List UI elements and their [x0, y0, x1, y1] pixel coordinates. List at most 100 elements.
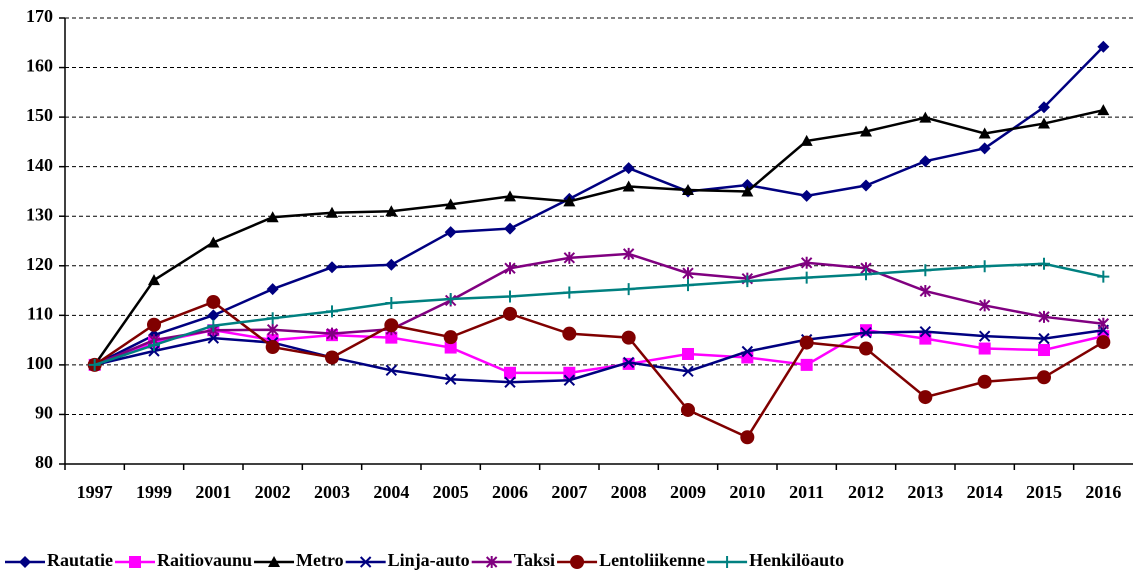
x-tick-label: 1997 — [77, 482, 113, 502]
marker — [977, 374, 992, 389]
marker — [800, 256, 813, 269]
marker — [622, 283, 635, 296]
marker — [919, 325, 932, 338]
marker — [682, 183, 694, 195]
legend-label: Taksi — [514, 550, 555, 570]
y-tick-label: 110 — [27, 303, 53, 323]
marker — [682, 279, 694, 292]
marker — [207, 236, 220, 248]
marker — [265, 340, 280, 355]
marker — [1038, 344, 1050, 357]
marker — [266, 312, 279, 325]
x-tick-label: 2009 — [670, 482, 706, 502]
x-tick-label: 2013 — [907, 482, 943, 502]
marker — [860, 326, 872, 339]
x-tick-label: 2010 — [729, 482, 765, 502]
y-tick-label: 140 — [26, 155, 53, 175]
marker — [385, 205, 398, 217]
marker — [682, 365, 694, 378]
marker — [1038, 117, 1050, 129]
marker — [800, 271, 813, 284]
marker — [266, 283, 279, 296]
marker — [978, 299, 991, 312]
marker — [563, 374, 576, 386]
marker — [800, 189, 813, 202]
marker — [1038, 310, 1050, 323]
x-tick-label: 2015 — [1026, 482, 1062, 502]
marker — [266, 211, 279, 223]
marker — [504, 290, 516, 303]
marker — [800, 134, 813, 146]
marker — [622, 356, 635, 369]
marker — [919, 332, 932, 345]
marker — [622, 162, 635, 175]
legend-label: Rautatie — [47, 550, 113, 570]
x-tick-label: 1999 — [136, 482, 172, 502]
y-tick-label: 150 — [26, 105, 53, 125]
x-tick-label: 2008 — [611, 482, 647, 502]
marker — [563, 251, 576, 264]
marker — [504, 262, 516, 275]
marker — [1038, 101, 1050, 114]
marker — [325, 350, 339, 365]
marker — [19, 556, 31, 568]
marker — [326, 206, 338, 218]
legend: Rautatie Raitiovaunu Metro Linja-auto Taksi L… — [5, 550, 844, 570]
marker — [1096, 335, 1111, 350]
marker — [919, 264, 932, 277]
legend-label: Lentoliikenne — [599, 550, 705, 570]
marker — [268, 556, 281, 567]
marker — [919, 285, 932, 298]
marker — [978, 330, 991, 342]
marker — [918, 390, 933, 405]
y-tick-label: 80 — [35, 452, 53, 472]
marker — [978, 342, 991, 355]
marker — [326, 327, 338, 340]
x-tick-label: 2003 — [314, 482, 350, 502]
x-tick-label: 2006 — [492, 482, 528, 502]
marker — [444, 341, 457, 354]
marker — [385, 296, 398, 309]
marker — [359, 556, 372, 568]
marker — [207, 309, 220, 322]
marker — [741, 345, 754, 358]
y-tick-label: 130 — [26, 204, 53, 224]
marker — [444, 373, 457, 385]
x-tick-label: 2001 — [195, 482, 231, 502]
marker — [860, 125, 872, 137]
marker — [621, 330, 636, 345]
x-tick-label: 2004 — [373, 482, 409, 502]
marker — [860, 268, 872, 281]
marker — [799, 335, 814, 350]
marker — [266, 323, 279, 336]
marker — [860, 179, 872, 192]
x-tick-label: 2016 — [1085, 482, 1121, 502]
marker — [622, 180, 635, 192]
series-line — [94, 252, 1104, 367]
marker — [919, 155, 932, 168]
legend-label: Metro — [296, 550, 344, 570]
series-line — [93, 108, 1104, 366]
marker — [978, 142, 991, 155]
series-line — [94, 45, 1105, 367]
marker — [741, 185, 754, 197]
marker — [148, 339, 160, 352]
marker — [1038, 257, 1050, 270]
marker — [622, 247, 635, 260]
marker — [444, 292, 457, 305]
y-tick-label: 100 — [26, 353, 53, 373]
marker — [681, 402, 695, 417]
marker — [129, 556, 141, 568]
marker — [385, 364, 398, 377]
marker — [504, 190, 516, 202]
marker — [326, 305, 338, 318]
legend-label: Linja-auto — [388, 550, 470, 570]
marker — [385, 258, 398, 271]
x-tick-label: 2002 — [255, 482, 291, 502]
series-line — [94, 262, 1104, 367]
marker — [563, 195, 576, 207]
marker — [88, 358, 101, 371]
marker — [504, 222, 516, 235]
marker — [978, 127, 991, 139]
y-tick-label: 160 — [26, 56, 53, 76]
